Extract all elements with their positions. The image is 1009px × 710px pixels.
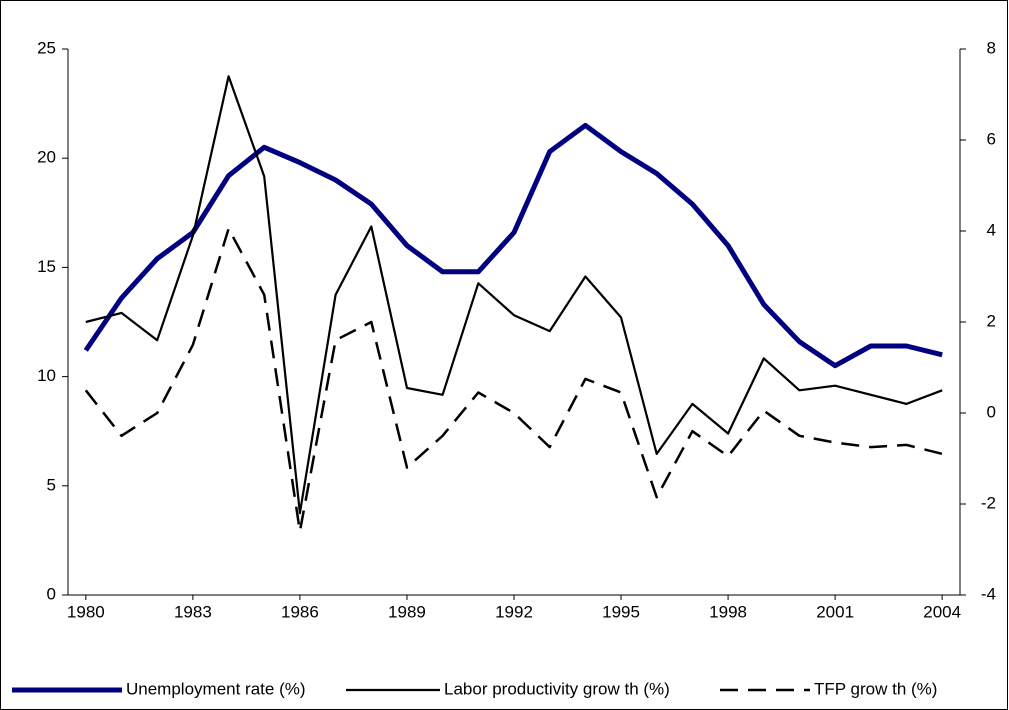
y2-tick-label: -2 xyxy=(981,493,996,512)
legend-label: TFP grow th (%) xyxy=(814,679,937,698)
series-line xyxy=(84,227,943,533)
y2-tick-label: 4 xyxy=(987,220,996,239)
x-tick-label: 1995 xyxy=(602,602,640,621)
y-tick-label: 0 xyxy=(47,584,56,603)
y2-tick-label: 2 xyxy=(987,311,996,330)
x-tick-label: 1983 xyxy=(174,602,212,621)
y2-tick-label: -4 xyxy=(981,584,996,603)
x-tick-label: 2004 xyxy=(923,602,961,621)
y-tick-label: 10 xyxy=(37,366,56,385)
x-tick-label: 1986 xyxy=(281,602,319,621)
x-tick-label: 1989 xyxy=(388,602,426,621)
x-tick-label: 1980 xyxy=(67,602,105,621)
x-tick-label: 1992 xyxy=(495,602,533,621)
legend-label: Unemployment rate (%) xyxy=(126,679,306,698)
y-tick-label: 25 xyxy=(37,38,56,57)
y2-tick-label: 0 xyxy=(987,402,996,421)
y2-tick-label: 6 xyxy=(987,129,996,148)
y-tick-label: 20 xyxy=(37,148,56,167)
legend-label: Labor productivity grow th (%) xyxy=(444,679,670,698)
y-tick-label: 15 xyxy=(37,257,56,276)
y-tick-label: 5 xyxy=(47,475,56,494)
x-tick-label: 2001 xyxy=(816,602,854,621)
y2-tick-label: 8 xyxy=(987,38,996,57)
series-line xyxy=(85,75,943,515)
x-tick-label: 1998 xyxy=(709,602,747,621)
series-line xyxy=(83,122,943,369)
